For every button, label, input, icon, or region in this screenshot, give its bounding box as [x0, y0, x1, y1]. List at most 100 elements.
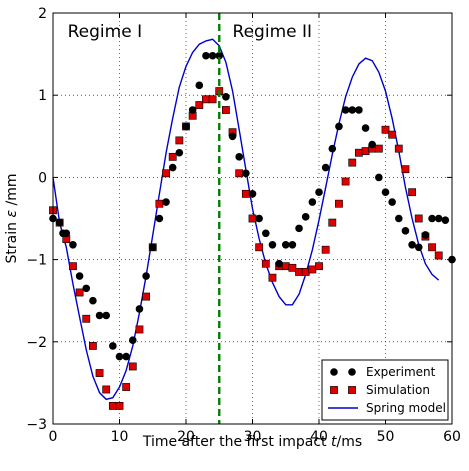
simulation-point [288, 263, 297, 272]
experiment-point [255, 214, 263, 223]
simulation-point [135, 325, 144, 334]
y-axis-label: Strain ε /mm [4, 174, 20, 264]
experiment-point [295, 224, 303, 233]
regime-labels: Regime I Regime II [68, 22, 312, 42]
experiment-point [188, 106, 197, 114]
experiment-point [82, 284, 91, 293]
experiment-point [102, 311, 110, 320]
simulation-point [128, 362, 137, 371]
y-tick-label: 2 [38, 6, 47, 22]
experiment-point [248, 190, 257, 198]
simulation-point [255, 243, 264, 252]
experiment-point [421, 231, 430, 239]
simulation-point [69, 262, 77, 271]
experiment-point [242, 169, 250, 178]
experiment-point [235, 153, 243, 161]
experiment-point [115, 352, 124, 361]
simulation-point [281, 262, 290, 271]
experiment-point [62, 229, 71, 238]
simulation-point [341, 177, 350, 186]
y-tick-label: 1 [38, 88, 47, 104]
experiment-point [262, 229, 270, 238]
simulation-point [374, 144, 383, 153]
simulation-point [401, 165, 410, 174]
simulation-point [102, 385, 111, 394]
simulation-point [261, 259, 270, 268]
regime-label: Regime I [68, 22, 142, 42]
x-tick-label: 30 [244, 429, 262, 445]
simulation-point [408, 188, 416, 197]
simulation-point [195, 101, 204, 109]
experiment-point [162, 198, 170, 206]
experiment-point [441, 216, 450, 224]
simulation-point [321, 245, 330, 254]
experiment-point [202, 51, 210, 60]
experiment-point [122, 352, 130, 361]
experiment-point [281, 241, 290, 249]
experiment-point [361, 124, 370, 132]
y-tick-label: −2 [26, 335, 47, 351]
legend: Experiment Simulation Spring model [321, 359, 449, 421]
legend-label: Experiment [366, 365, 436, 379]
simulation-point [301, 268, 310, 276]
experiment-point [401, 227, 410, 235]
y-tick-label: 0 [38, 170, 47, 186]
experiment-point [275, 259, 283, 268]
experiment-point [69, 241, 77, 249]
experiment-point [182, 122, 190, 131]
simulation-point [202, 95, 210, 104]
simulation-point [168, 152, 177, 161]
simulation-point [241, 189, 250, 198]
x-axis-label: Time after the first impact t/ms [142, 434, 362, 450]
experiment-point [268, 241, 277, 249]
legend-label: Spring model [366, 401, 446, 415]
simulation-point [328, 218, 337, 227]
simulation-point [235, 169, 244, 178]
simulation-point [162, 169, 170, 178]
experiment-point [428, 214, 436, 223]
x-tick-label: 40 [310, 429, 328, 445]
legend-box [321, 359, 449, 421]
x-tick-label: 60 [443, 429, 461, 445]
x-tick-label: 0 [49, 429, 58, 445]
experiment-point [388, 198, 396, 206]
simulation-point [354, 148, 363, 157]
legend-simulation-marker [348, 386, 356, 394]
regime-label: Regime II [233, 22, 312, 42]
x-tick-label: 10 [111, 429, 129, 445]
simulation-point [208, 95, 217, 104]
spring-model-series [52, 38, 440, 401]
experiment-point [155, 214, 164, 223]
simulation-point [315, 262, 323, 271]
simulation-point [89, 342, 97, 350]
simulation-point [175, 136, 184, 145]
simulation-point [222, 106, 230, 114]
simulation-point [115, 402, 124, 410]
experiment-point [308, 198, 317, 206]
simulation-point [82, 314, 91, 323]
experiment-point [135, 305, 144, 313]
simulation-point [142, 292, 150, 301]
simulation-point [268, 273, 277, 282]
experiment-point [301, 213, 310, 221]
experiment-point [341, 106, 350, 114]
experiment-point [142, 272, 150, 280]
experiment-point [335, 122, 343, 131]
simulation-point [248, 214, 257, 223]
experiment-point [375, 173, 383, 182]
simulation-point [122, 383, 131, 391]
experiment-point [368, 140, 377, 149]
experiment-point [408, 241, 416, 249]
experiment-point [328, 144, 337, 153]
experiment-point [355, 106, 363, 114]
experiment-point [222, 93, 230, 101]
experiment-point [434, 214, 443, 223]
simulation-point [388, 130, 397, 139]
experiment-point [321, 163, 330, 172]
experiment-point [381, 188, 390, 196]
y-axis-ticks: −3 −2 −1 0 1 2 [26, 6, 452, 433]
experiment-point [148, 243, 157, 252]
x-axis-ticks: 0 10 20 30 40 50 60 [49, 13, 461, 445]
simulation-point [361, 147, 370, 155]
